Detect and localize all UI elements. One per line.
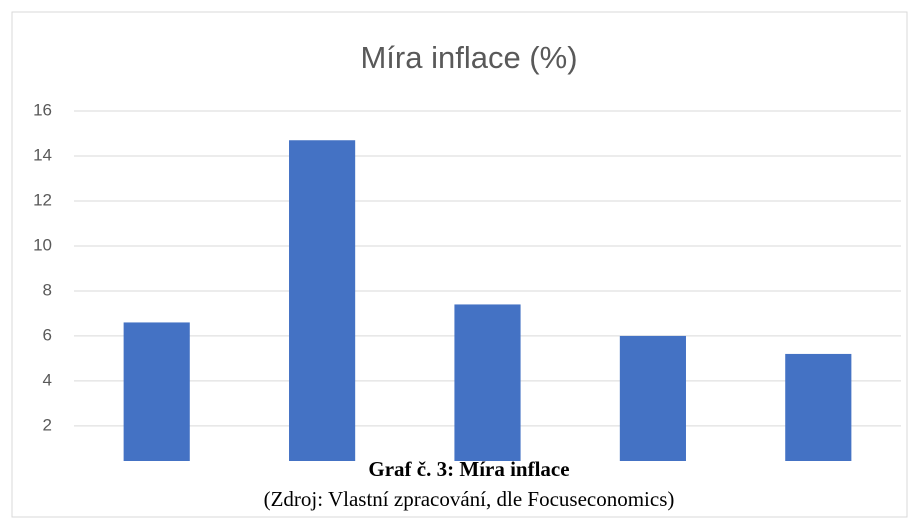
plot-area: 2 4 6 8 10 12 14 16 (33, 100, 901, 461)
y-tick-label: 2 (43, 415, 52, 434)
y-tick-label: 6 (43, 325, 52, 344)
y-tick-label: 4 (43, 370, 52, 389)
y-tick-label: 10 (33, 235, 52, 254)
y-tick-label: 8 (43, 280, 52, 299)
chart-title: Míra inflace (%) (360, 40, 577, 75)
caption-source: (Zdroj: Vlastní zpracování, dle Focuseco… (264, 487, 675, 511)
y-tick-label: 16 (33, 100, 52, 119)
y-tick-label: 12 (33, 190, 52, 209)
bar (785, 353, 852, 461)
bar (454, 304, 521, 461)
caption-title: Graf č. 3: Míra inflace (368, 457, 569, 481)
bar (619, 335, 686, 461)
bar (289, 140, 356, 461)
y-tick-label: 14 (33, 145, 52, 164)
bar (123, 322, 190, 461)
